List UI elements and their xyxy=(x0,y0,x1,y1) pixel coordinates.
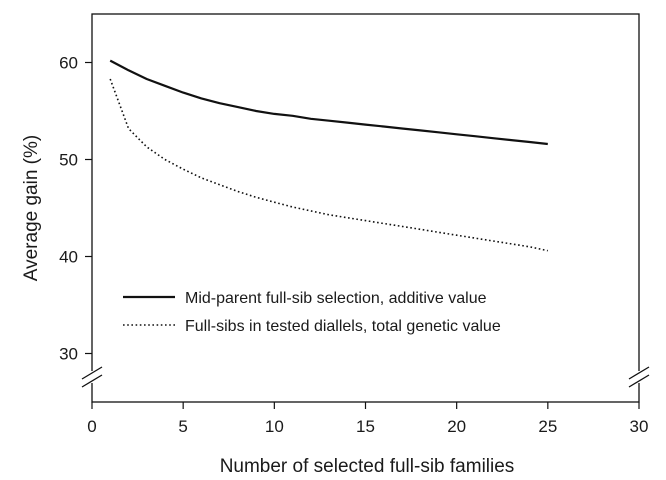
x-axis: 0 5 10 15 20 25 30 xyxy=(87,402,648,436)
y-tick-label: 30 xyxy=(59,345,78,364)
series-lines xyxy=(109,59,548,252)
x-tick-label: 25 xyxy=(538,417,557,436)
plot-frame xyxy=(91,13,640,403)
x-tick-label: 10 xyxy=(265,417,284,436)
axis-break-gap xyxy=(637,371,641,383)
legend: Mid-parent full-sib selection, additive … xyxy=(123,290,501,335)
y-axis-label: Average gain (%) xyxy=(21,135,42,281)
series-line-2 xyxy=(109,78,548,252)
y-tick-label: 60 xyxy=(59,54,78,73)
x-tick-label: 15 xyxy=(356,417,375,436)
left-axis-break-mark xyxy=(81,366,103,380)
axis-breaks xyxy=(81,366,650,388)
y-tick-label: 40 xyxy=(59,248,78,267)
x-axis-label: Number of selected full-sib families xyxy=(220,456,515,477)
axis-break-gap xyxy=(90,371,94,383)
series-line-1 xyxy=(109,59,548,146)
legend-label-1: Mid-parent full-sib selection, additive … xyxy=(185,290,487,307)
y-tick-label: 50 xyxy=(59,151,78,170)
right-axis-break-mark xyxy=(628,374,650,388)
x-tick-label: 20 xyxy=(447,417,466,436)
legend-label-2: Full-sibs in tested diallels, total gene… xyxy=(185,318,501,335)
x-tick-label: 0 xyxy=(87,417,96,436)
x-tick-label: 5 xyxy=(178,417,187,436)
left-axis-break-mark xyxy=(81,374,103,388)
x-tick-label: 30 xyxy=(630,417,649,436)
y-axis: 30 40 50 60 xyxy=(59,54,92,364)
right-axis-break-mark xyxy=(628,366,650,380)
